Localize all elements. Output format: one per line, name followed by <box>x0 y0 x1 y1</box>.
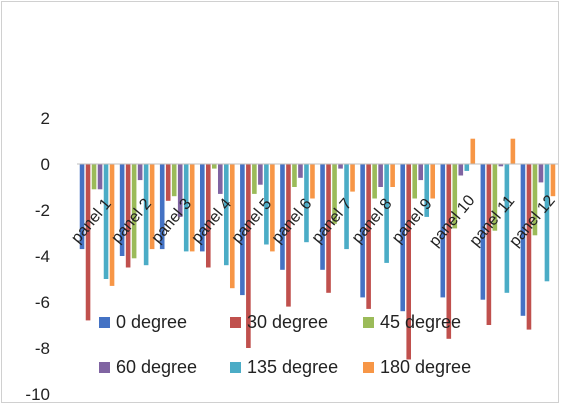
bar-30-degree-panel-8 <box>366 164 371 309</box>
bar-30-degree-panel-3 <box>165 164 171 201</box>
bar-60-degree-panel-8 <box>378 164 383 187</box>
bar-60-degree-panel-4 <box>217 164 223 194</box>
bar-135-degree-panel-4 <box>223 164 229 266</box>
bar-45-degree-panel-7 <box>332 164 337 224</box>
bar-45-degree-panel-2 <box>131 164 137 259</box>
bar-30-degree-panel-12 <box>526 164 532 330</box>
bar-0-degree-panel-5 <box>240 164 245 296</box>
bar-60-degree-panel-11 <box>498 164 504 167</box>
legend-label: 0 degree <box>116 312 187 332</box>
bar-180-degree-panel-12 <box>550 164 556 197</box>
legend-swatch <box>99 362 110 373</box>
bar-135-degree-panel-8 <box>384 164 389 263</box>
y-tick-label: -6 <box>35 293 50 312</box>
bar-180-degree-panel-10 <box>470 138 476 164</box>
bar-135-degree-panel-9 <box>424 164 430 217</box>
legend-label: 135 degree <box>247 357 338 377</box>
bar-30-degree-panel-9 <box>406 164 412 360</box>
bar-45-degree-panel-3 <box>171 164 177 197</box>
bar-135-degree-panel-12 <box>544 164 550 282</box>
bar-30-degree-panel-10 <box>446 164 452 339</box>
bar-45-degree-panel-11 <box>492 164 498 231</box>
bar-30-degree-panel-11 <box>486 164 492 325</box>
legend-label: 45 degree <box>380 312 461 332</box>
y-tick-label: 0 <box>41 155 50 174</box>
bar-0-degree-panel-3 <box>159 164 165 250</box>
y-tick-label: -10 <box>25 385 50 404</box>
bar-60-degree-panel-6 <box>298 164 303 178</box>
legend-label: 180 degree <box>380 357 471 377</box>
bar-60-degree-panel-12 <box>538 164 544 183</box>
bar-180-degree-panel-5 <box>270 164 275 252</box>
bar-0-degree-panel-6 <box>280 164 285 270</box>
bar-0-degree-panel-12 <box>520 164 526 316</box>
legend-swatch <box>363 362 374 373</box>
bar-60-degree-panel-3 <box>177 164 183 217</box>
bar-135-degree-panel-11 <box>504 164 510 293</box>
bar-45-degree-panel-4 <box>211 164 217 169</box>
legend-swatch <box>230 317 241 328</box>
bar-180-degree-panel-9 <box>430 164 436 199</box>
bar-0-degree-panel-7 <box>320 164 325 270</box>
bar-180-degree-panel-4 <box>229 164 235 289</box>
bar-135-degree-panel-6 <box>304 164 309 243</box>
bar-45-degree-panel-8 <box>372 164 377 199</box>
bar-0-degree-panel-4 <box>199 164 205 252</box>
bar-30-degree-panel-1 <box>85 164 91 321</box>
y-tick-label: -4 <box>35 247 50 266</box>
bar-45-degree-panel-10 <box>452 164 458 229</box>
bar-135-degree-panel-7 <box>344 164 349 250</box>
bar-135-degree-panel-1 <box>103 164 109 279</box>
bar-0-degree-panel-10 <box>440 164 446 298</box>
bar-135-degree-panel-10 <box>464 164 470 171</box>
legend-swatch <box>230 362 241 373</box>
bar-180-degree-panel-1 <box>109 164 115 286</box>
y-tick-label: -2 <box>35 201 50 220</box>
bar-60-degree-panel-2 <box>137 164 143 181</box>
bar-180-degree-panel-2 <box>149 164 155 250</box>
legend-label: 60 degree <box>116 357 197 377</box>
bar-0-degree-panel-11 <box>480 164 486 300</box>
bar-135-degree-panel-3 <box>183 164 189 252</box>
bar-180-degree-panel-8 <box>390 164 395 187</box>
bar-135-degree-panel-2 <box>143 164 149 266</box>
bar-135-degree-panel-5 <box>264 164 269 245</box>
bar-45-degree-panel-1 <box>91 164 97 190</box>
bar-45-degree-panel-12 <box>532 164 538 236</box>
bar-180-degree-panel-7 <box>350 164 355 192</box>
bar-45-degree-panel-6 <box>292 164 297 187</box>
bar-30-degree-panel-5 <box>246 164 251 348</box>
bar-0-degree-panel-2 <box>119 164 125 256</box>
bar-60-degree-panel-7 <box>338 164 343 169</box>
bar-45-degree-panel-9 <box>412 164 418 199</box>
bar-30-degree-panel-6 <box>286 164 291 307</box>
legend-label: 30 degree <box>247 312 328 332</box>
y-tick-label: 2 <box>41 109 50 128</box>
bar-0-degree-panel-1 <box>79 164 85 250</box>
bar-180-degree-panel-11 <box>510 138 516 164</box>
bar-0-degree-panel-9 <box>400 164 406 312</box>
bar-45-degree-panel-5 <box>252 164 257 194</box>
legend-swatch <box>99 317 110 328</box>
bar-60-degree-panel-1 <box>97 164 103 190</box>
bar-30-degree-panel-2 <box>125 164 131 268</box>
legend-swatch <box>363 317 374 328</box>
bar-60-degree-panel-10 <box>458 164 464 176</box>
bar-180-degree-panel-6 <box>310 164 315 199</box>
bar-0-degree-panel-8 <box>360 164 365 298</box>
bar-30-degree-panel-7 <box>326 164 331 293</box>
bar-60-degree-panel-9 <box>418 164 424 181</box>
bar-180-degree-panel-3 <box>189 164 195 252</box>
bar-60-degree-panel-5 <box>258 164 263 185</box>
y-tick-label: -8 <box>35 339 50 358</box>
bar-30-degree-panel-4 <box>205 164 211 268</box>
